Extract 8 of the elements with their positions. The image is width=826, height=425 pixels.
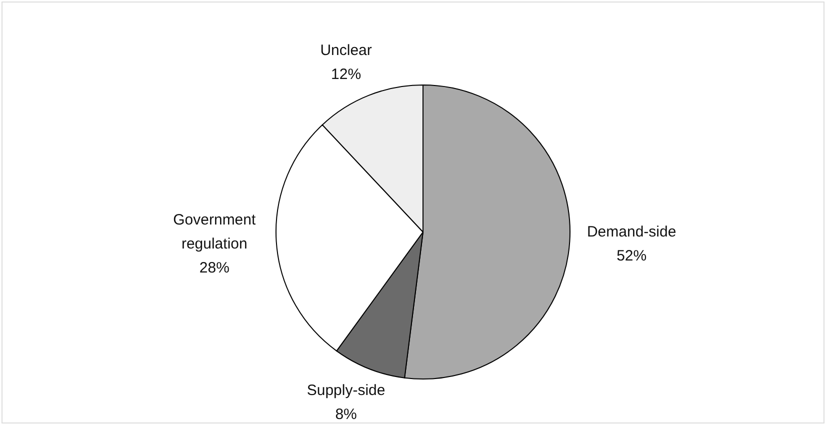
slice-label: Government regulation <box>173 211 257 252</box>
slice-label: Supply-side <box>306 382 386 400</box>
data-label: 28% <box>199 259 230 276</box>
data-label: 52% <box>616 247 647 264</box>
slice-label: Unclear <box>320 42 372 59</box>
data-label: 12% <box>331 66 362 83</box>
data-label: 8% <box>335 406 357 424</box>
slice-label: Demand-side <box>586 223 676 240</box>
